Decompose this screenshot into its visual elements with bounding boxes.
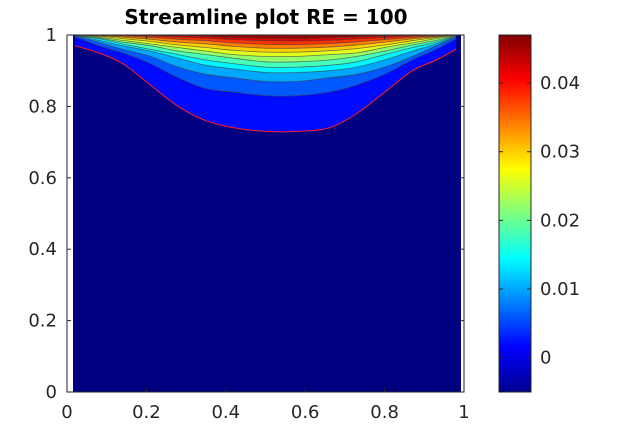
contour-line-8 [74,35,457,49]
contour-line-10 [74,35,457,42]
contour-line-0 [74,45,457,133]
contour-layer [67,35,464,392]
right-edge-strip [461,35,464,392]
colorbar-tick-label: 0.02 [540,210,580,231]
x-tick-label: 0.4 [211,402,240,423]
y-tick-label: 0 [46,382,57,403]
plot-frame [66,34,465,393]
colorbar-tick-label: 0.01 [540,279,580,300]
x-tick-label: 1 [458,402,469,423]
contour-line-4 [74,35,457,68]
x-tick-label: 0.2 [132,402,161,423]
contour-line-7 [74,35,457,53]
x-tick-label: 0.8 [370,402,399,423]
contour-fill-11 [74,35,457,39]
colorbar-ticks: 0 0.01 0.02 0.03 0.04 [499,73,580,369]
contour-line-1 [74,36,457,97]
colorbar-tick-label: 0.03 [540,142,580,163]
x-axis: 0 0.2 0.4 0.6 0.8 1 [61,35,470,423]
y-tick-label: 0.2 [28,311,57,332]
colorbar-tick-label: 0.04 [540,73,580,94]
contour-line-5 [74,35,457,63]
colorbar-frame [498,34,532,393]
chart-title: Streamline plot RE = 100 [124,5,407,29]
x-tick-label: 0 [61,402,72,423]
contour-line-9 [74,35,457,46]
left-edge-strip [67,35,73,392]
contour-line-3 [74,35,457,74]
colorbar: 0 0.01 0.02 0.03 0.04 [498,34,580,393]
y-tick-label: 0.4 [28,239,57,260]
y-tick-label: 1 [46,25,57,46]
contour-line-2 [74,35,457,83]
plot-area: 0 0.2 0.4 0.6 0.8 1 0 0.2 0.4 0.6 0.8 1 [28,25,469,423]
colorbar-gradient [499,35,531,392]
x-tick-label: 0.6 [291,402,320,423]
contour-line-6 [74,35,457,58]
colorbar-tick-label: 0 [540,348,551,369]
y-tick-label: 0.6 [28,168,57,189]
y-axis: 0 0.2 0.4 0.6 0.8 1 [28,25,464,403]
y-tick-label: 0.8 [28,96,57,117]
